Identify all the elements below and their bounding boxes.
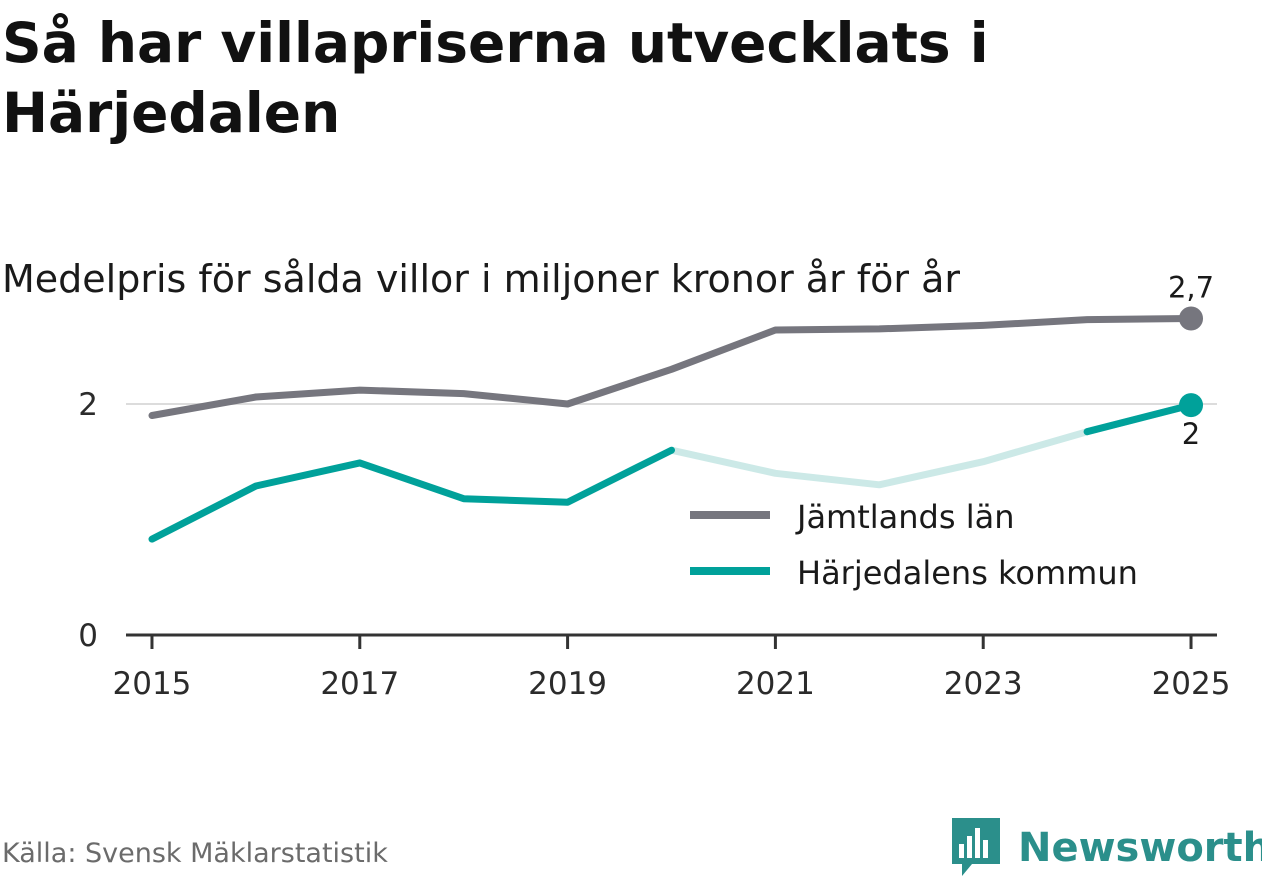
legend-label-jamtlands-lan: Jämtlands län: [795, 498, 1014, 536]
data-point-harjedalens-kommun-2016: [252, 482, 259, 489]
series-line-harjedalens-kommun-faded: [668, 401, 1195, 489]
data-point-jamtlands-lan-2021: [772, 327, 779, 334]
data-point-jamtlands-lan-2024: [1084, 316, 1091, 323]
series-line-harjedalens-kommun: [148, 446, 675, 543]
data-point-harjedalens-kommun-2021: [772, 470, 779, 477]
brand-name: Newsworthy: [1018, 825, 1262, 871]
data-point-jamtlands-lan-2020: [668, 366, 675, 373]
data-point-jamtlands-lan-2015: [148, 412, 155, 419]
data-point-harjedalens-kommun-2018: [460, 495, 467, 502]
data-point-jamtlands-lan-2022: [876, 325, 883, 332]
x-tick-label-2019: 2019: [528, 666, 607, 702]
y-tick-label-0: 0: [78, 618, 98, 654]
newsworthy-logo-icon: [952, 818, 1000, 876]
end-marker-jamtlands-lan: [1179, 306, 1204, 331]
data-point-harjedalens-kommun-2015: [148, 536, 155, 543]
data-point-harjedalens-kommun-2023: [980, 458, 987, 465]
series-line-jamtlands-lan: [148, 315, 1195, 419]
data-point-jamtlands-lan-2017: [356, 387, 363, 394]
data-point-harjedalens-kommun-2022: [876, 481, 883, 488]
end-marker-harjedalens-kommun: [1179, 393, 1204, 418]
brand-logo: Newsworthy: [952, 818, 1262, 878]
legend-label-harjedalens-kommun: Härjedalens kommun: [797, 554, 1138, 592]
data-point-harjedalens-kommun-2020: [668, 447, 675, 454]
end-label-harjedalens-kommun: 2: [1182, 417, 1200, 451]
data-point-jamtlands-lan-2019: [564, 400, 571, 407]
x-tick-label-2017: 2017: [320, 666, 399, 702]
y-tick-label-2: 2: [78, 387, 98, 423]
x-tick-label-2021: 2021: [736, 666, 815, 702]
source-note: Källa: Svensk Mäklarstatistik: [2, 838, 388, 869]
x-tick-label-2015: 2015: [113, 666, 192, 702]
data-point-harjedalens-kommun-2019: [564, 499, 571, 506]
data-point-jamtlands-lan-2018: [460, 390, 467, 397]
series-line-harjedalens-kommun-end: [1083, 401, 1195, 436]
end-label-jamtlands-lan: 2,7: [1168, 270, 1214, 304]
chart-subtitle: Medelpris för sålda villor i miljoner kr…: [2, 257, 961, 301]
chart-title: Så har villapriserna utvecklats i Härjed…: [2, 11, 989, 145]
x-tick-label-2023: 2023: [944, 666, 1023, 702]
x-tick-label-2025: 2025: [1152, 666, 1231, 702]
data-point-harjedalens-kommun-2024: [1084, 428, 1091, 435]
data-point-harjedalens-kommun-2017: [356, 459, 363, 466]
line-chart: 0 2 2015 2017 2019 2021 2023 2025 2,7 2 Jämtlands …: [78, 270, 1231, 702]
data-point-jamtlands-lan-2023: [980, 322, 987, 329]
data-point-jamtlands-lan-2016: [252, 394, 259, 401]
